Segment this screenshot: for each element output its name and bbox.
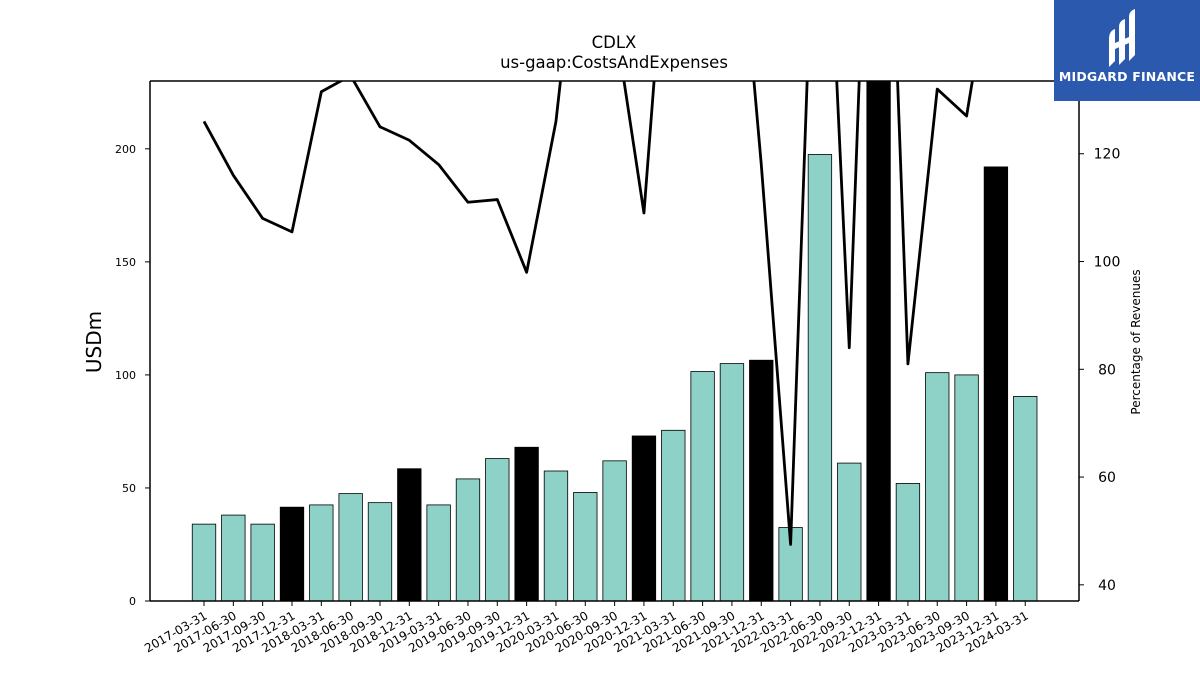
midgard-logo-icon: [1109, 9, 1135, 67]
bar-2020-09-30: [602, 460, 627, 601]
chart-subtitle: us-gaap:CostsAndExpenses: [500, 53, 728, 72]
y2-axis-label: Percentage of Revenues: [1129, 269, 1143, 414]
y-tick-label: 0: [129, 595, 136, 608]
y2-tick-label: 60: [1098, 470, 1116, 486]
bar-2018-09-30: [367, 502, 393, 601]
brand-logo: MIDGARD FINANCE: [1054, 0, 1200, 101]
bar-2021-03-31: [661, 429, 686, 601]
bar-2019-09-30: [485, 458, 510, 601]
bar-2023-06-30: [925, 372, 950, 601]
bar-2023-03-31: [895, 483, 921, 601]
y-tick-label: 100: [115, 369, 136, 382]
bar-2017-03-31: [191, 523, 217, 601]
bar-2018-12-31: [397, 468, 422, 601]
bar-2018-06-30: [338, 493, 363, 601]
bar-2020-12-31: [631, 435, 657, 601]
y2-tick-label: 40: [1098, 578, 1116, 594]
bar-2019-03-31: [426, 504, 451, 601]
bar-2021-09-30: [719, 363, 745, 601]
bar-2022-09-30: [837, 462, 862, 601]
bar-2017-09-30: [250, 523, 275, 601]
y-tick-label: 50: [122, 482, 136, 495]
bar-2023-12-31: [983, 166, 1009, 601]
bar-2019-06-30: [455, 478, 481, 601]
bar-2021-06-30: [690, 371, 715, 601]
axes: [145, 80, 1084, 606]
y-axis-label: USDm: [82, 311, 106, 373]
y2-tick-label: 100: [1094, 255, 1121, 271]
y2-tick-label: 80: [1098, 362, 1116, 378]
y-tick-label: 200: [115, 143, 136, 156]
bar-2017-06-30: [221, 514, 246, 601]
bar-2020-06-30: [573, 492, 598, 601]
bar-2019-12-31: [514, 446, 539, 601]
y-tick-label: 150: [115, 256, 136, 269]
chart-title: CDLX: [592, 33, 637, 52]
bar-2021-12-31: [749, 359, 774, 601]
bar-2017-12-31: [279, 506, 305, 601]
bar-2023-09-30: [954, 374, 979, 601]
y2-tick-label: 120: [1094, 147, 1121, 163]
bar-series: [191, 81, 1038, 601]
bar-2020-03-31: [543, 470, 569, 601]
bar-2022-12-31: [866, 81, 891, 601]
logo-text: MIDGARD FINANCE: [1058, 69, 1196, 84]
bar-2024-03-31: [1013, 395, 1038, 601]
bar-2022-06-30: [807, 154, 833, 601]
bar-2018-03-31: [309, 504, 334, 601]
